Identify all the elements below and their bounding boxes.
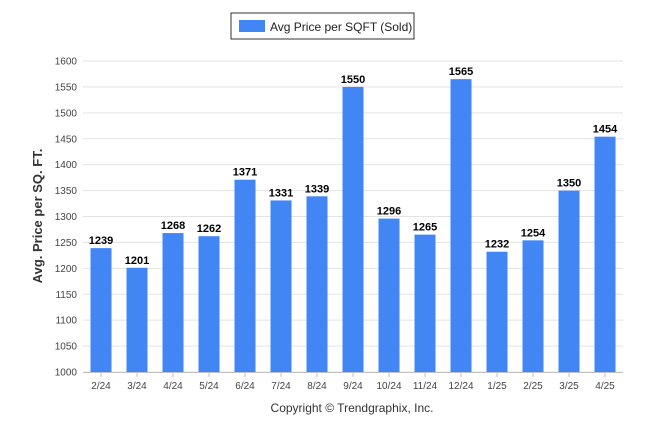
data-label: 1454: [593, 124, 618, 136]
x-tick-label: 4/24: [163, 381, 183, 392]
x-tick-label: 8/24: [307, 381, 327, 392]
bars: [90, 79, 616, 373]
x-tick-label: 7/24: [271, 381, 291, 392]
y-axis-ticks: 1000 1050 1100 1150 1200 1250 1300 1350 1400 1450…: [55, 57, 78, 379]
bar: [486, 251, 508, 372]
x-tick-label: 2/25: [523, 381, 543, 392]
x-tick-label: 12/24: [448, 381, 473, 392]
bar: [522, 240, 544, 372]
y-tick-label: 1600: [55, 57, 78, 68]
bar: [306, 196, 328, 372]
data-label: 1296: [377, 206, 401, 218]
legend: Avg Price per SQFT (Sold): [230, 12, 415, 40]
y-axis-title: Avg. Price per SQ. FT.: [30, 149, 45, 284]
x-tick-label: 6/24: [235, 381, 255, 392]
data-label: 1331: [269, 187, 293, 199]
data-label: 1371: [233, 167, 257, 179]
bar: [378, 218, 400, 372]
y-tick-label: 1000: [55, 368, 78, 379]
data-label: 1565: [449, 66, 473, 78]
y-tick-label: 1200: [55, 264, 78, 275]
data-label: 1232: [485, 239, 509, 251]
data-label: 1201: [125, 255, 149, 267]
bar: [162, 233, 184, 372]
data-label: 1254: [521, 227, 546, 239]
x-tick-label: 10/24: [376, 381, 401, 392]
bar: [90, 248, 112, 372]
bar: [198, 236, 220, 372]
x-axis-ticks: 2/24 3/24 4/24 5/24 6/24 7/24 8/24 9/24 10/24 11/…: [83, 372, 623, 392]
y-tick-label: 1450: [55, 134, 78, 145]
y-tick-label: 1500: [55, 108, 78, 119]
x-tick-label: 4/25: [595, 381, 615, 392]
y-tick-label: 1050: [55, 342, 78, 353]
y-tick-label: 1100: [55, 316, 77, 327]
bar: [270, 200, 292, 372]
y-tick-label: 1150: [55, 290, 77, 301]
data-label: 1268: [161, 220, 185, 232]
data-label: 1350: [557, 178, 581, 190]
data-labels: 1239 1201 1268 1262 1371 1331 1339 1550 1296 1265…: [89, 66, 618, 267]
bar: [342, 86, 364, 373]
data-label: 1339: [305, 183, 329, 195]
x-tick-label: 5/24: [199, 381, 219, 392]
bar: [126, 267, 148, 372]
x-tick-label: 9/24: [343, 381, 363, 392]
data-label: 1262: [197, 223, 221, 235]
bar: [558, 190, 580, 372]
bar: [234, 179, 256, 372]
y-tick-label: 1250: [55, 238, 78, 249]
y-tick-label: 1300: [55, 212, 78, 223]
y-tick-label: 1550: [55, 82, 78, 93]
legend-label: Avg Price per SQFT (Sold): [270, 20, 412, 34]
bar: [414, 234, 436, 372]
data-label: 1239: [89, 235, 113, 247]
y-tick-label: 1350: [55, 186, 78, 197]
bar: [450, 79, 472, 373]
data-label: 1550: [341, 74, 365, 86]
x-tick-label: 3/25: [559, 381, 579, 392]
x-tick-label: 1/25: [487, 381, 507, 392]
copyright-footer: Copyright © Trendgraphix, Inc.: [271, 401, 434, 415]
y-tick-label: 1400: [55, 160, 78, 171]
x-tick-label: 3/24: [127, 381, 147, 392]
bar: [594, 136, 616, 372]
data-label: 1265: [413, 222, 437, 234]
x-tick-label: 11/24: [413, 381, 438, 392]
legend-swatch: [239, 20, 265, 32]
x-tick-label: 2/24: [91, 381, 111, 392]
